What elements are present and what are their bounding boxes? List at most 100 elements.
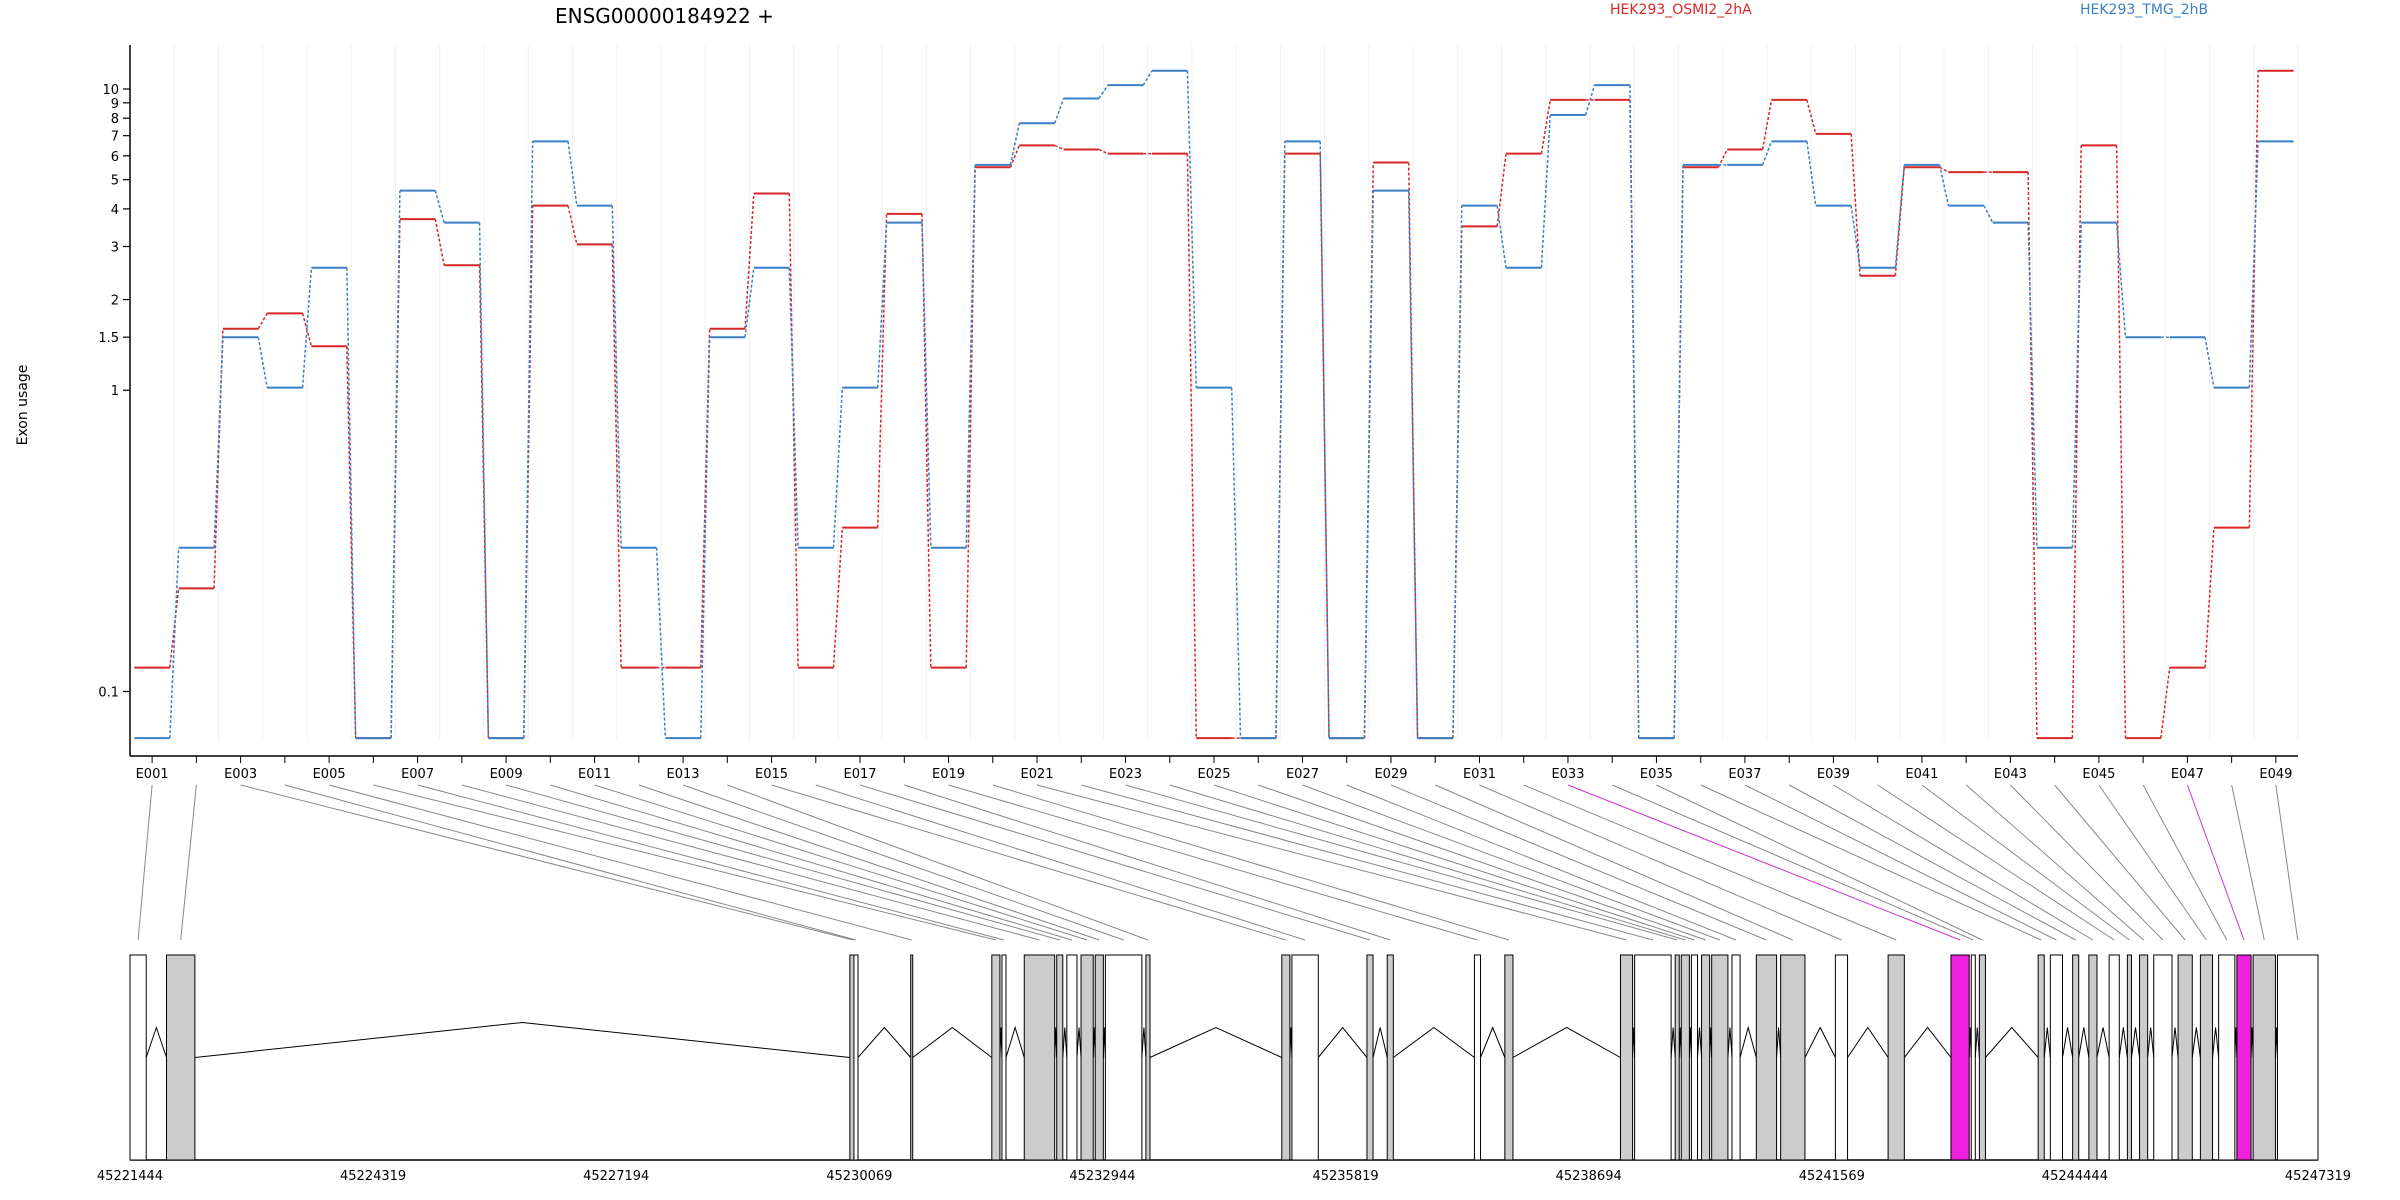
exon-box — [1023, 954, 1056, 1161]
x-tick-label: E009 — [490, 767, 523, 782]
intron — [1974, 1027, 1980, 1058]
exon-box — [853, 954, 859, 1161]
exon-connector — [1435, 784, 1793, 941]
intron — [2191, 1027, 2201, 1058]
exon-box — [1094, 954, 1104, 1161]
intron — [1317, 1026, 1368, 1058]
exon-box — [1690, 954, 1698, 1161]
coord-tick-label: 45241569 — [1799, 1169, 1865, 1184]
intron — [1670, 1027, 1676, 1058]
x-tick-label: E015 — [755, 767, 788, 782]
intron — [857, 1026, 912, 1058]
exon-connector — [461, 784, 1040, 941]
exon-box — [2037, 954, 2045, 1161]
intron — [1372, 1027, 1388, 1058]
intron — [1739, 1025, 1757, 1058]
intron — [1480, 1026, 1506, 1058]
y-tick-label: 8 — [111, 112, 119, 127]
x-tick-label: E001 — [136, 767, 169, 782]
exon-connector — [1965, 784, 2144, 941]
exon-connector — [2010, 784, 2164, 941]
axes — [129, 45, 2298, 757]
intron — [1727, 1027, 1733, 1058]
exon-connector — [594, 784, 1088, 941]
exon-connector — [1390, 784, 1767, 941]
x-tick-label: E037 — [1728, 767, 1761, 782]
genomic-coordinate-ticks: 45221444 45224319 45227194 45230069 45232944… — [97, 1169, 2351, 1184]
exon-box — [1366, 954, 1374, 1161]
intron — [2171, 1027, 2179, 1058]
y-tick-label: 9 — [111, 97, 119, 112]
exon-connector — [1877, 784, 2115, 941]
exon-box — [1056, 954, 1064, 1161]
exon-connector — [1125, 784, 1678, 941]
exon-box — [1834, 954, 1849, 1161]
exon-connector — [1258, 784, 1706, 941]
exon-connector — [948, 784, 1478, 941]
coord-tick-label: 45227194 — [583, 1169, 649, 1184]
exon-box — [1780, 954, 1806, 1161]
x-tick-label: E045 — [2082, 767, 2115, 782]
exon-box — [1386, 954, 1394, 1161]
exon-connector — [1700, 784, 2042, 941]
intron — [2130, 1027, 2141, 1058]
x-tick-label: E007 — [401, 767, 434, 782]
exon-box — [2276, 954, 2319, 1161]
exon-connector — [859, 784, 1371, 941]
y-axis-label: Exon usage — [15, 365, 31, 446]
y-tick-label: 1.5 — [98, 331, 119, 346]
exon-connector — [2275, 784, 2299, 941]
exon-box — [1001, 954, 1007, 1161]
x-tick-label: E027 — [1286, 767, 1319, 782]
coord-tick-label: 45221444 — [97, 1169, 163, 1184]
x-tick-label: E013 — [667, 767, 700, 782]
coord-tick-label: 45247319 — [2285, 1169, 2351, 1184]
exon-connector — [1833, 784, 2094, 941]
exon-box — [1674, 954, 1680, 1161]
intron — [1696, 1027, 1703, 1058]
exon-connector — [180, 784, 197, 941]
y-tick-label: 7 — [111, 130, 119, 145]
coord-tick-label: 45232944 — [1069, 1169, 1135, 1184]
intron — [2212, 1027, 2220, 1058]
exon-connector — [815, 784, 1306, 941]
exon-box — [1145, 954, 1151, 1161]
exon-connector — [2142, 784, 2228, 941]
y-tick-label: 10 — [102, 83, 119, 98]
exon-box — [1619, 954, 1634, 1161]
exon-box — [1887, 954, 1905, 1161]
y-tick-label: 1 — [111, 384, 119, 399]
coord-tick-label: 45230069 — [826, 1169, 892, 1184]
x-tick-label: E031 — [1463, 767, 1496, 782]
exon-box — [1701, 954, 1711, 1161]
exon-connector — [1081, 784, 1654, 941]
exon-box — [2153, 954, 2173, 1161]
legend-series-2: HEK293_TMG_2hB — [2080, 2, 2208, 18]
exon-box — [2236, 954, 2252, 1161]
intron — [1804, 1026, 1836, 1058]
intron — [1393, 1026, 1475, 1058]
intron — [1141, 1027, 1147, 1058]
x-tick-label: E035 — [1640, 767, 1673, 782]
exon-connector — [1036, 784, 1627, 941]
exon-box — [1291, 954, 1319, 1161]
exon-box — [910, 954, 914, 1161]
x-tick-label: E019 — [932, 767, 965, 782]
intron — [145, 1025, 167, 1058]
exon-connector — [137, 784, 153, 941]
exon-box — [1473, 954, 1482, 1161]
exon-connector — [505, 784, 1060, 941]
intron — [2043, 1027, 2051, 1058]
y-tick-label: 3 — [111, 241, 119, 256]
x-tick-label: E041 — [1905, 767, 1938, 782]
gridlines — [129, 45, 2299, 740]
intron — [1005, 1025, 1025, 1058]
exon-box — [1080, 954, 1094, 1161]
exon-box — [1680, 954, 1690, 1161]
y-tick-label: 5 — [111, 174, 119, 189]
legend-series-1: HEK293_OSMI2_2hA — [1610, 2, 1752, 18]
intron — [1062, 1027, 1068, 1058]
exon-connector — [1213, 784, 1695, 941]
coord-tick-label: 45224319 — [340, 1169, 406, 1184]
exon-connector — [1302, 784, 1720, 941]
